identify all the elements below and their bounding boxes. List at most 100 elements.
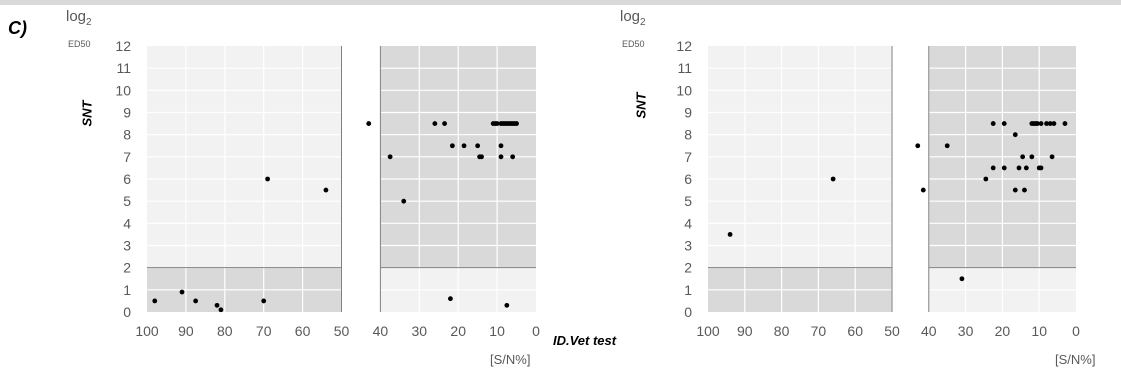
data-point-right [944,143,950,149]
data-point-left [475,143,481,149]
data-point-left [366,121,372,126]
y-tick-label-right: 11 [677,60,692,76]
data-point-right [990,121,996,126]
data-point-left [387,154,393,160]
y-tick-label-right: 12 [676,38,692,54]
y-tick-label-right: 0 [684,304,692,320]
y-tick-label-left: 10 [115,82,131,98]
data-point-right [983,176,989,182]
x-tick-label-left: 50 [334,323,350,339]
data-point-right [1049,154,1055,160]
x-tick-label-left: 100 [135,323,159,339]
x-tick-label-left: 30 [412,323,428,339]
data-point-left [498,143,504,149]
y-unit-log-text: log [620,8,641,25]
data-point-right [1001,121,1007,126]
data-point-right [1038,165,1044,171]
y-unit-sub: 2 [86,17,92,28]
x-tick-label-right: 80 [774,323,790,339]
data-point-left [432,121,438,126]
y-tick-label-right: 8 [684,127,692,143]
data-point-right [1016,165,1022,171]
data-point-right [727,232,733,237]
y-tick-label-right: 2 [684,260,692,276]
data-point-left [510,154,516,160]
data-point-right [920,187,926,193]
x-tick-label-left: 60 [295,323,311,339]
data-point-right [915,143,921,149]
data-point-left [448,296,453,302]
y-tick-label-left: 9 [123,105,131,121]
x-axis-title-right: [S/N%] [1055,352,1096,367]
data-point-right [1001,165,1007,171]
data-point-left [218,307,224,313]
x-tick-label-left: 70 [256,323,272,339]
data-point-right [1047,121,1053,126]
y-tick-label-left: 12 [115,38,131,54]
data-point-left [449,143,455,149]
y-tick-label-right: 6 [684,171,692,187]
data-point-right [1044,121,1049,126]
data-point-left [514,121,519,126]
x-axis-title-left: [S/N%] [490,352,531,367]
data-point-left [442,121,447,126]
data-point-right [990,165,996,171]
data-point-left [265,176,270,182]
data-point-right [1012,132,1018,138]
data-point-right [959,276,965,282]
data-point-left [214,302,220,308]
x-tick-label-left: 0 [532,323,540,339]
x-tick-label-right: 100 [696,323,720,339]
data-point-right [1023,165,1029,171]
y-tick-label-left: 3 [123,238,131,254]
data-point-left [323,187,329,193]
y-unit-ed50-right: ED50 [622,39,645,49]
y-tick-label-left: 11 [116,60,131,76]
y-tick-label-left: 7 [123,149,131,165]
y-unit-ed50-left: ED50 [68,39,91,49]
data-point-left [152,298,158,304]
y-tick-label-right: 9 [684,105,692,121]
data-point-right [1012,187,1018,193]
data-point-left [401,198,407,204]
y-tick-label-right: 3 [684,238,692,254]
y-tick-label-right: 5 [684,193,692,209]
x-tick-label-left: 90 [178,323,194,339]
x-tick-label-right: 20 [995,323,1011,339]
x-tick-label-right: 90 [737,323,753,339]
panel-label: C) [8,18,27,38]
y-unit-sub: 2 [640,17,646,28]
y-tick-label-right: 1 [684,282,692,298]
x-tick-label-right: 40 [921,323,937,339]
y-tick-label-left: 8 [123,127,131,143]
y-tick-label-left: 0 [123,304,131,320]
x-tick-label-right: 70 [811,323,827,339]
y-tick-label-left: 6 [123,171,131,187]
x-tick-label-left: 80 [217,323,233,339]
data-point-left [498,154,504,160]
data-point-left [179,289,185,295]
data-point-right [1038,121,1044,126]
y-tick-label-left: 2 [123,260,131,276]
y-unit-log-text: log [66,8,87,25]
data-point-left [479,154,484,160]
y-tick-label-left: 5 [123,193,131,209]
y-unit-log2-right: log2 [620,8,646,28]
x-tick-label-right: 0 [1072,323,1080,339]
data-point-right [830,176,836,182]
data-point-right [1029,154,1035,160]
x-tick-label-left: 10 [489,323,505,339]
data-point-right [1062,121,1068,126]
data-point-left [494,121,500,126]
x-tick-label-left: 20 [450,323,466,339]
data-point-left [261,298,267,304]
x-tick-label-right: 30 [958,323,974,339]
x-axis-shared-title: ID.Vet test [553,333,617,348]
top-divider [0,0,1121,5]
x-tick-label-right: 50 [884,323,900,339]
data-point-left [193,298,199,304]
y-tick-label-right: 7 [684,149,692,165]
y-unit-log2-left: log2 [66,8,92,28]
data-point-right [1051,121,1057,126]
